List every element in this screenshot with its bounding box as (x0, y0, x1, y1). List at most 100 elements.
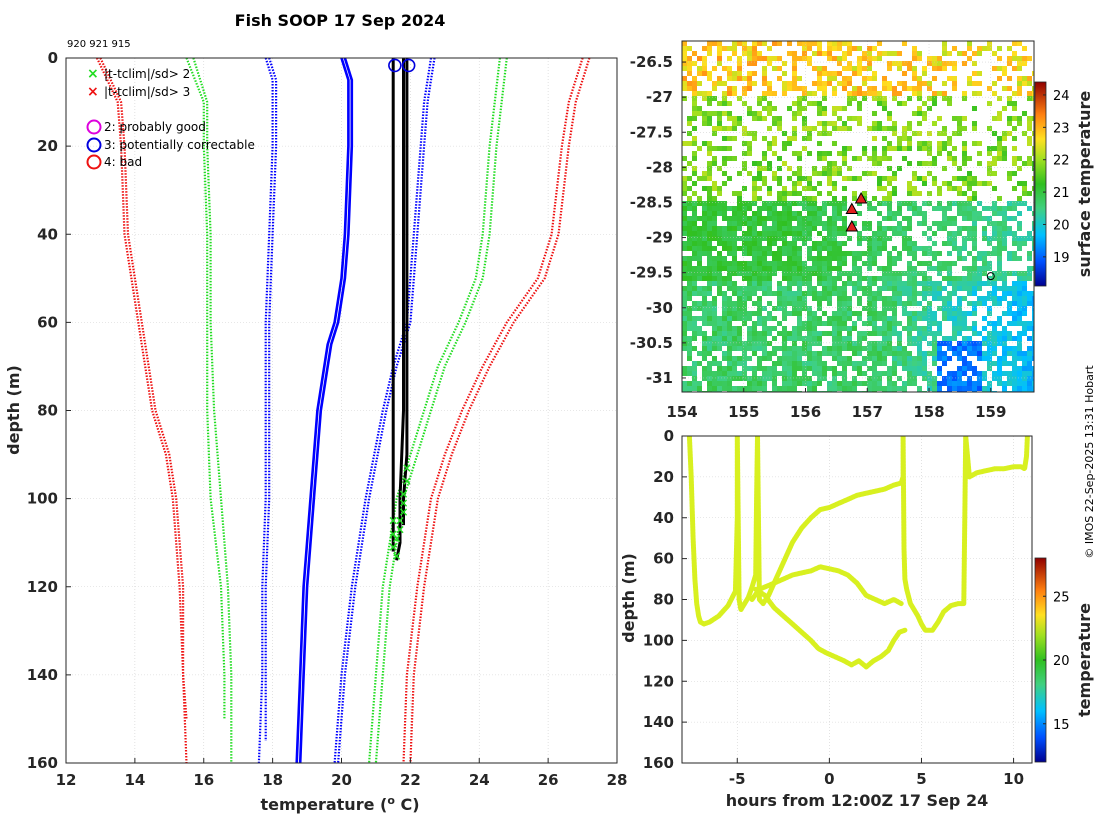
sst-cell (997, 151, 1002, 156)
sst-cell (787, 291, 792, 296)
sst-cell (1032, 331, 1034, 336)
sst-cell (787, 281, 792, 286)
sst-cell (947, 346, 952, 351)
sst-cell (752, 61, 757, 66)
sst-cell (772, 201, 777, 206)
sst-cell (867, 281, 872, 286)
sst-cell (692, 181, 697, 186)
sst-cell (982, 376, 987, 381)
sst-cell (1012, 91, 1017, 96)
sst-cell (772, 206, 777, 211)
sst-cell (957, 121, 962, 126)
sst-cell (857, 281, 862, 286)
sst-cell (1027, 156, 1032, 161)
sst-cell (977, 46, 982, 51)
sst-cell (742, 346, 747, 351)
x-tick-label: 154 (666, 403, 697, 421)
sst-cell (887, 351, 892, 356)
sst-cell (767, 86, 772, 91)
sst-cell (742, 221, 747, 226)
sst-cell (717, 76, 722, 81)
sst-cell (982, 181, 987, 186)
sst-cell (877, 341, 882, 346)
sst-cell (802, 206, 807, 211)
sst-cell (732, 51, 737, 56)
sst-cell (902, 216, 907, 221)
sst-cell (772, 241, 777, 246)
sst-cell (747, 141, 752, 146)
sst-cell (697, 261, 702, 266)
sst-cell (812, 201, 817, 206)
sst-cell (982, 216, 987, 221)
sst-cell (852, 86, 857, 91)
sst-cell (987, 181, 992, 186)
sst-cell (997, 381, 1002, 386)
sst-cell (907, 241, 912, 246)
sst-cell (782, 341, 787, 346)
sst-cell (737, 386, 742, 391)
sst-cell (802, 326, 807, 331)
sst-cell (712, 196, 717, 201)
sst-cell (867, 246, 872, 251)
sst-cell (842, 321, 847, 326)
sst-cell (797, 261, 802, 266)
sst-cell (757, 321, 762, 326)
sst-cell (847, 236, 852, 241)
sst-cell (962, 126, 967, 131)
sst-cell (972, 91, 977, 96)
sst-cell (997, 221, 1002, 226)
sst-cell (782, 196, 787, 201)
sst-cell (907, 371, 912, 376)
sst-cell (807, 101, 812, 106)
sst-cell (877, 181, 882, 186)
sst-cell (697, 71, 702, 76)
sst-cell (987, 346, 992, 351)
sst-cell (802, 221, 807, 226)
sst-cell (767, 226, 772, 231)
sst-cell (877, 96, 882, 101)
sst-cell (772, 171, 777, 176)
y-tick-label: 20 (653, 468, 674, 486)
sst-cell (682, 306, 687, 311)
sst-cell (787, 311, 792, 316)
sst-cell (732, 286, 737, 291)
sst-cell (802, 106, 807, 111)
sst-cell (722, 276, 727, 281)
sst-cell (772, 136, 777, 141)
sst-cell (967, 181, 972, 186)
sst-cell (777, 296, 782, 301)
sst-cell (882, 241, 887, 246)
sst-cell (957, 201, 962, 206)
sst-cell (887, 201, 892, 206)
sst-cell (897, 91, 902, 96)
sst-cell (922, 286, 927, 291)
sst-cell (902, 326, 907, 331)
sst-cell (832, 91, 837, 96)
sst-cell (727, 146, 732, 151)
sst-cell (717, 346, 722, 351)
sst-cell (682, 366, 687, 371)
sst-cell (982, 251, 987, 256)
sst-cell (1017, 41, 1022, 46)
sst-cell (1032, 311, 1034, 316)
sst-cell (917, 121, 922, 126)
legend-x-marker: × (87, 66, 99, 82)
sst-cell (837, 356, 842, 361)
sst-cell (752, 346, 757, 351)
sst-cell (687, 236, 692, 241)
sst-cell (792, 86, 797, 91)
sst-cell (872, 371, 877, 376)
sst-cell (802, 261, 807, 266)
sst-cell (947, 61, 952, 66)
sst-cell (1032, 266, 1034, 271)
sst-cell (1017, 76, 1022, 81)
sst-cell (687, 341, 692, 346)
x-tick-label: 22 (400, 771, 421, 789)
sst-cell (892, 331, 897, 336)
sst-cell (762, 366, 767, 371)
sst-cell (772, 121, 777, 126)
sst-cell (782, 326, 787, 331)
sst-cell (737, 61, 742, 66)
sst-cell (847, 66, 852, 71)
sst-cell (762, 316, 767, 321)
